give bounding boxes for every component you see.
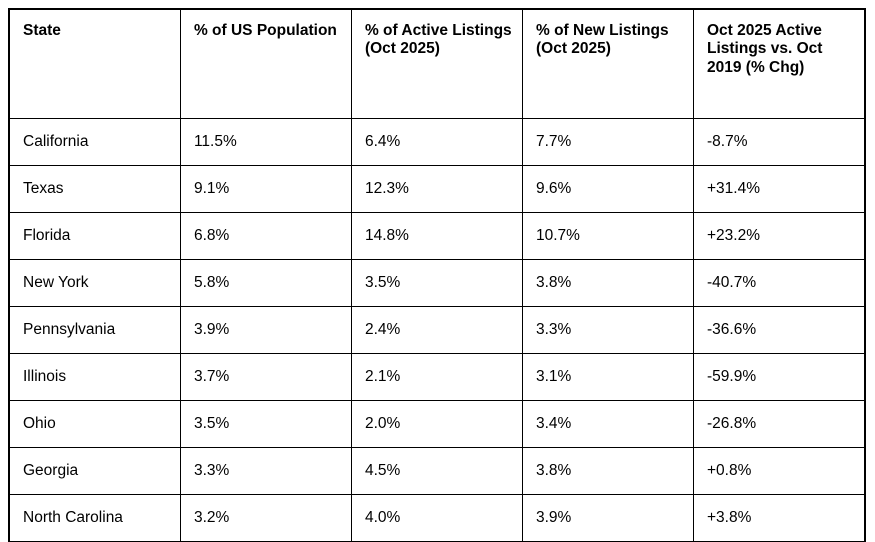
new-listings-cell: 10.7%	[521, 212, 695, 260]
state-cell: Georgia	[8, 447, 181, 495]
table-row: Ohio 3.5% 2.0% 3.4% -26.8%	[8, 400, 866, 448]
new-listings-cell: 9.6%	[521, 165, 695, 213]
new-listings-cell: 3.9%	[521, 494, 695, 542]
population-cell: 9.1%	[179, 165, 352, 213]
active-listings-cell: 2.4%	[350, 306, 523, 354]
pct-change-cell: -59.9%	[693, 353, 866, 401]
new-listings-cell: 3.8%	[521, 259, 695, 307]
column-header-new-listings: % of New Listings (Oct 2025)	[521, 8, 695, 119]
new-listings-cell: 3.1%	[521, 353, 695, 401]
table-row: Florida 6.8% 14.8% 10.7% +23.2%	[8, 212, 866, 260]
active-listings-cell: 4.5%	[350, 447, 523, 495]
active-listings-cell: 6.4%	[350, 118, 523, 166]
column-header-active-vs-2019: Oct 2025 Active Listings vs. Oct 2019 (%…	[693, 8, 866, 119]
table-row: North Carolina 3.2% 4.0% 3.9% +3.8%	[8, 494, 866, 542]
population-cell: 3.3%	[179, 447, 352, 495]
new-listings-cell: 7.7%	[521, 118, 695, 166]
pct-change-cell: +23.2%	[693, 212, 866, 260]
population-cell: 3.9%	[179, 306, 352, 354]
table-header: State % of US Population % of Active Lis…	[8, 8, 866, 119]
state-cell: Florida	[8, 212, 181, 260]
column-header-active-listings: % of Active Listings (Oct 2025)	[350, 8, 523, 119]
population-cell: 3.7%	[179, 353, 352, 401]
active-listings-cell: 3.5%	[350, 259, 523, 307]
active-listings-cell: 2.1%	[350, 353, 523, 401]
new-listings-cell: 3.3%	[521, 306, 695, 354]
pct-change-cell: -40.7%	[693, 259, 866, 307]
table-body: California 11.5% 6.4% 7.7% -8.7% Texas 9…	[8, 118, 866, 542]
active-listings-cell: 4.0%	[350, 494, 523, 542]
population-cell: 3.5%	[179, 400, 352, 448]
state-cell: New York	[8, 259, 181, 307]
state-cell: North Carolina	[8, 494, 181, 542]
active-listings-cell: 12.3%	[350, 165, 523, 213]
new-listings-cell: 3.4%	[521, 400, 695, 448]
population-cell: 11.5%	[179, 118, 352, 166]
population-cell: 3.2%	[179, 494, 352, 542]
state-cell: Ohio	[8, 400, 181, 448]
pct-change-cell: -36.6%	[693, 306, 866, 354]
pct-change-cell: +3.8%	[693, 494, 866, 542]
header-row: State % of US Population % of Active Lis…	[8, 8, 866, 119]
state-cell: Texas	[8, 165, 181, 213]
population-cell: 6.8%	[179, 212, 352, 260]
pct-change-cell: +0.8%	[693, 447, 866, 495]
column-header-us-population: % of US Population	[179, 8, 352, 119]
table-row: Georgia 3.3% 4.5% 3.8% +0.8%	[8, 447, 866, 495]
state-cell: Illinois	[8, 353, 181, 401]
new-listings-cell: 3.8%	[521, 447, 695, 495]
pct-change-cell: +31.4%	[693, 165, 866, 213]
active-listings-cell: 2.0%	[350, 400, 523, 448]
pct-change-cell: -26.8%	[693, 400, 866, 448]
column-header-state: State	[8, 8, 181, 119]
table-row: Illinois 3.7% 2.1% 3.1% -59.9%	[8, 353, 866, 401]
table-row: Pennsylvania 3.9% 2.4% 3.3% -36.6%	[8, 306, 866, 354]
table-row: New York 5.8% 3.5% 3.8% -40.7%	[8, 259, 866, 307]
active-listings-cell: 14.8%	[350, 212, 523, 260]
state-listings-table: State % of US Population % of Active Lis…	[8, 8, 866, 542]
table-row: California 11.5% 6.4% 7.7% -8.7%	[8, 118, 866, 166]
state-cell: Pennsylvania	[8, 306, 181, 354]
state-cell: California	[8, 118, 181, 166]
population-cell: 5.8%	[179, 259, 352, 307]
pct-change-cell: -8.7%	[693, 118, 866, 166]
table-row: Texas 9.1% 12.3% 9.6% +31.4%	[8, 165, 866, 213]
